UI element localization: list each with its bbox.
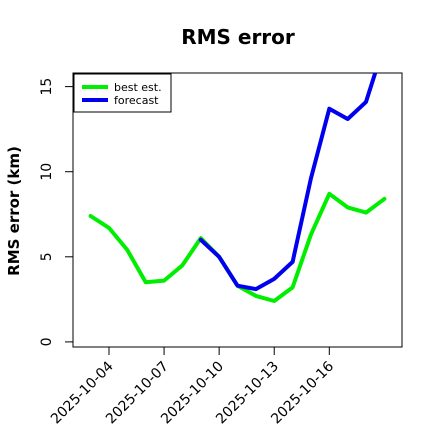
- y-tick-label: 5: [39, 252, 55, 261]
- y-axis-label: RMS error (km): [5, 146, 23, 276]
- legend-label-forecast: forecast: [114, 94, 159, 107]
- y-tick-label: 10: [39, 163, 55, 181]
- chart-title: RMS error: [181, 25, 295, 49]
- plot-frame: [72, 72, 403, 348]
- legend: best est. forecast: [73, 73, 172, 113]
- legend-label-best-est: best est.: [114, 81, 162, 94]
- series-layer: [88, 73, 387, 303]
- y-tick-label: 0: [39, 337, 55, 346]
- axis-layer: 0510152025-10-042025-10-072025-10-102025…: [39, 78, 337, 428]
- series-line-forecast: [198, 73, 378, 292]
- y-tick-label: 15: [39, 78, 55, 96]
- legend-box: [73, 73, 172, 113]
